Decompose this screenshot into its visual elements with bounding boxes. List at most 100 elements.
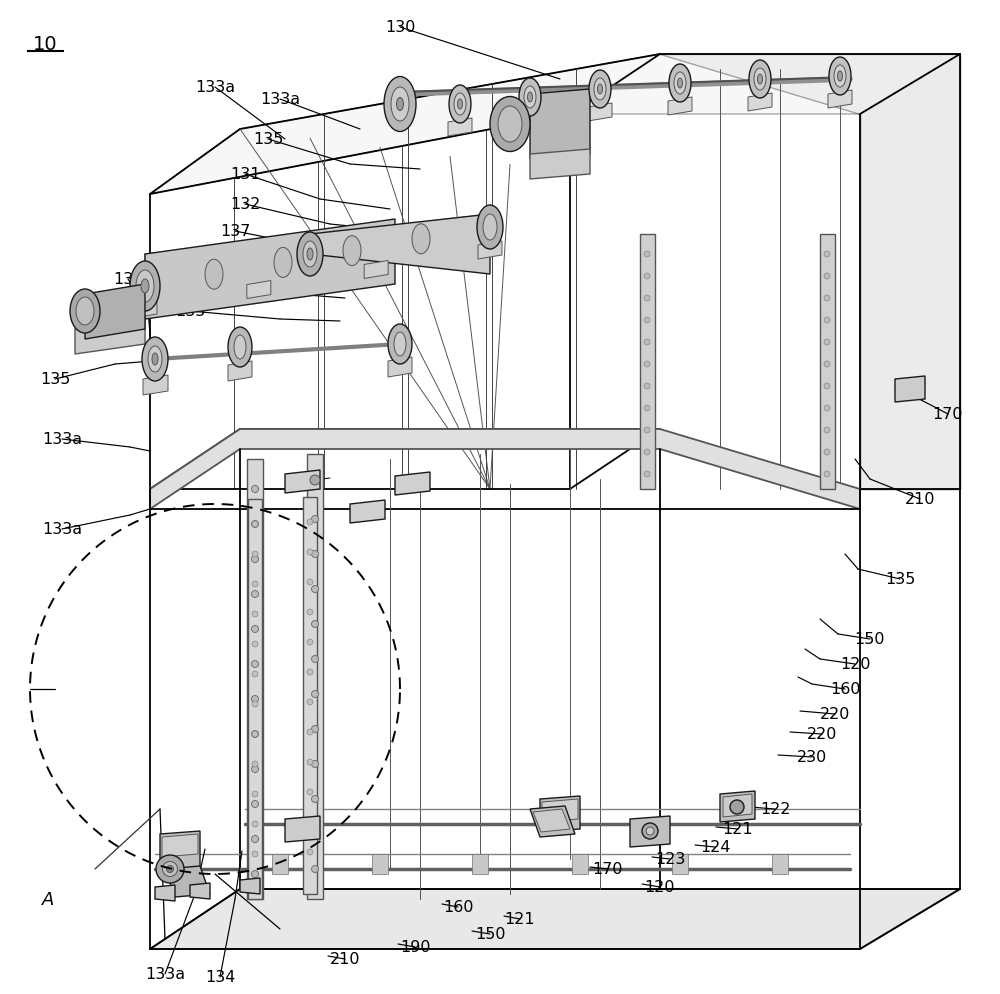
Text: 210: 210 xyxy=(330,951,360,966)
Circle shape xyxy=(644,251,650,257)
Ellipse shape xyxy=(167,866,174,873)
Circle shape xyxy=(824,449,830,455)
Ellipse shape xyxy=(228,328,252,368)
Ellipse shape xyxy=(449,85,471,124)
Circle shape xyxy=(824,362,830,368)
Polygon shape xyxy=(307,454,323,900)
Circle shape xyxy=(252,581,258,587)
Ellipse shape xyxy=(598,84,602,94)
Ellipse shape xyxy=(142,338,168,382)
Circle shape xyxy=(252,851,258,857)
Polygon shape xyxy=(143,376,168,396)
Circle shape xyxy=(252,761,258,767)
Circle shape xyxy=(312,831,319,838)
Circle shape xyxy=(252,522,258,528)
Polygon shape xyxy=(240,878,260,894)
Circle shape xyxy=(824,251,830,257)
Circle shape xyxy=(824,273,830,279)
Text: 220: 220 xyxy=(820,707,850,722)
Text: 150: 150 xyxy=(855,632,885,647)
Polygon shape xyxy=(772,854,788,874)
Ellipse shape xyxy=(412,225,430,254)
Circle shape xyxy=(730,800,744,814)
Circle shape xyxy=(252,626,259,633)
Text: 120: 120 xyxy=(840,657,870,672)
Polygon shape xyxy=(542,799,578,822)
Polygon shape xyxy=(155,885,175,902)
Polygon shape xyxy=(720,791,755,822)
Circle shape xyxy=(252,661,259,668)
Polygon shape xyxy=(828,90,852,109)
Ellipse shape xyxy=(838,72,842,82)
Text: 170: 170 xyxy=(593,862,623,877)
Polygon shape xyxy=(640,235,655,489)
Circle shape xyxy=(312,866,319,873)
Polygon shape xyxy=(395,472,430,495)
Polygon shape xyxy=(145,215,490,284)
Polygon shape xyxy=(820,235,835,489)
Polygon shape xyxy=(668,97,692,116)
Ellipse shape xyxy=(388,325,412,365)
Polygon shape xyxy=(364,261,388,279)
Ellipse shape xyxy=(141,279,149,293)
Ellipse shape xyxy=(528,92,532,103)
Circle shape xyxy=(644,406,650,412)
Polygon shape xyxy=(388,358,412,378)
Polygon shape xyxy=(285,470,320,493)
Polygon shape xyxy=(723,794,752,817)
Ellipse shape xyxy=(163,862,178,877)
Ellipse shape xyxy=(152,354,158,366)
Polygon shape xyxy=(588,104,612,122)
Text: 190: 190 xyxy=(400,939,430,954)
Ellipse shape xyxy=(498,107,522,143)
Polygon shape xyxy=(310,215,490,274)
Ellipse shape xyxy=(678,79,682,88)
Text: 124: 124 xyxy=(700,840,730,855)
Text: 150: 150 xyxy=(475,926,505,941)
Ellipse shape xyxy=(454,93,466,116)
Text: 10: 10 xyxy=(33,36,57,55)
Text: 135: 135 xyxy=(885,572,915,586)
Polygon shape xyxy=(85,284,145,340)
Ellipse shape xyxy=(829,58,851,95)
Circle shape xyxy=(644,449,650,455)
Ellipse shape xyxy=(205,260,223,290)
Ellipse shape xyxy=(303,242,317,267)
Text: 230: 230 xyxy=(797,749,827,764)
Circle shape xyxy=(312,691,319,698)
Circle shape xyxy=(252,731,259,738)
Text: 210: 210 xyxy=(905,492,935,507)
Circle shape xyxy=(252,486,259,493)
Circle shape xyxy=(252,521,259,528)
Polygon shape xyxy=(448,119,472,137)
Circle shape xyxy=(252,590,259,598)
Polygon shape xyxy=(150,889,960,949)
Circle shape xyxy=(644,362,650,368)
Circle shape xyxy=(252,801,259,808)
Polygon shape xyxy=(540,796,580,832)
Circle shape xyxy=(644,427,650,433)
Text: 137: 137 xyxy=(220,225,250,240)
Ellipse shape xyxy=(594,79,606,101)
Circle shape xyxy=(252,611,258,617)
Text: 121: 121 xyxy=(505,911,535,926)
Ellipse shape xyxy=(758,75,763,84)
Ellipse shape xyxy=(834,66,846,87)
Circle shape xyxy=(252,871,259,878)
Ellipse shape xyxy=(391,87,409,122)
Circle shape xyxy=(644,384,650,390)
Circle shape xyxy=(307,819,313,825)
Polygon shape xyxy=(530,150,590,180)
Ellipse shape xyxy=(749,61,771,98)
Text: 136: 136 xyxy=(195,277,225,292)
Polygon shape xyxy=(303,498,317,894)
Text: 133a: 133a xyxy=(42,432,82,447)
Circle shape xyxy=(307,639,313,645)
Circle shape xyxy=(252,641,258,647)
Ellipse shape xyxy=(297,233,323,276)
Ellipse shape xyxy=(397,98,404,111)
Circle shape xyxy=(252,732,258,738)
Circle shape xyxy=(307,580,313,585)
Ellipse shape xyxy=(483,215,497,241)
Polygon shape xyxy=(75,320,145,355)
